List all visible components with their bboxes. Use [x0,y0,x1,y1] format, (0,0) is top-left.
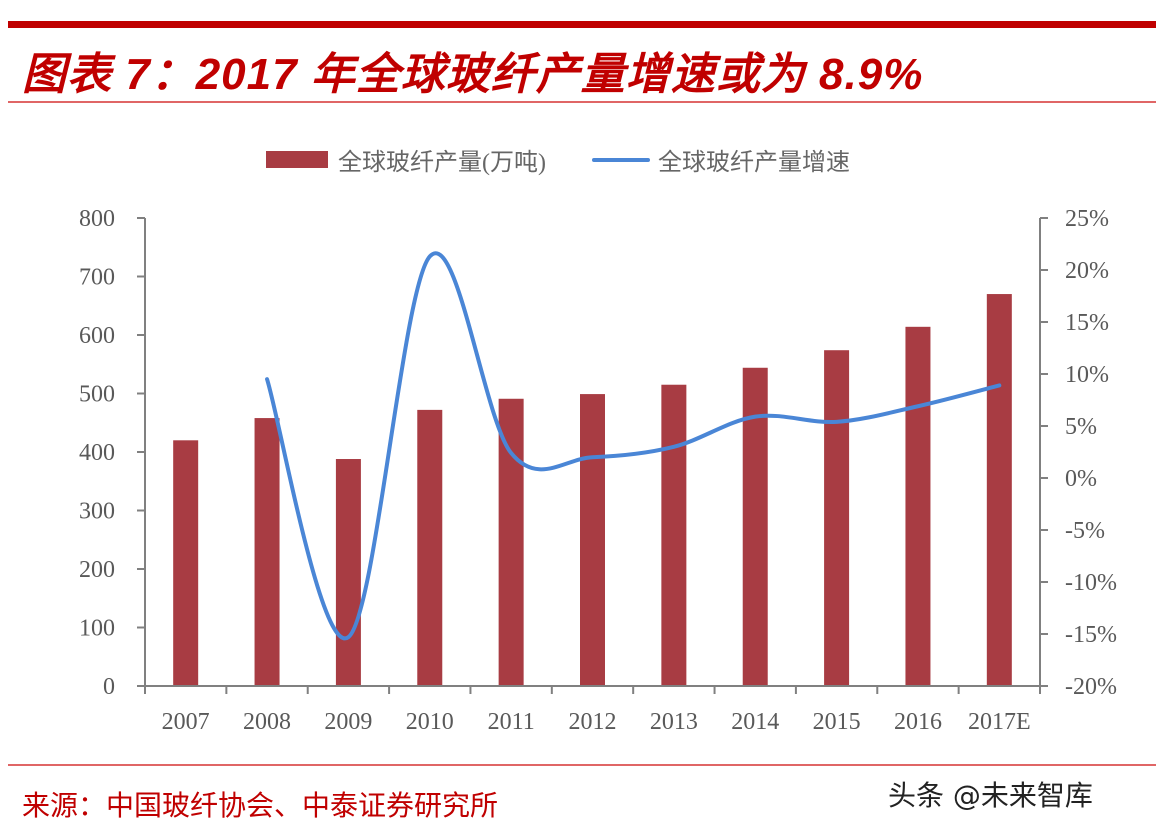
left-tick-label: 300 [79,499,115,525]
x-tick-label: 2010 [406,709,454,735]
bar [173,440,199,686]
bar [417,409,443,686]
x-tick-label: 2015 [813,709,861,735]
right-tick-label: -15% [1065,622,1117,648]
chart-plot: 0 100 200 300 400 500 600 700 800 -20% -15% -10% -5%… [79,206,1117,735]
source-note: 来源：中国玻纤协会、中泰证券研究所 [22,789,499,822]
legend-line-label: 全球玻纤产量增速 [657,150,850,176]
right-tick-label: -20% [1065,674,1117,700]
x-tick-label: 2009 [324,709,372,735]
x-tick-label: 2008 [243,709,291,735]
bar [661,384,687,686]
right-tick-label: 25% [1065,206,1109,232]
left-tick-label: 200 [79,557,115,583]
x-tick-label: 2017E [968,709,1031,735]
right-tick-label: 5% [1065,414,1097,440]
right-tick-label: 20% [1065,258,1109,284]
x-tick-label: 2011 [488,709,535,735]
growth-line [265,251,1002,641]
right-tick-label: -5% [1065,518,1105,544]
left-tick-label: 100 [79,616,115,642]
x-tick-label: 2012 [569,709,617,735]
bar [986,294,1012,686]
left-tick-label: 600 [79,323,115,349]
right-tick-label: 0% [1065,466,1097,492]
left-tick-label: 0 [103,674,115,700]
bar [905,326,931,686]
footer-divider [8,764,1156,766]
legend-line-swatch-icon [591,157,650,162]
right-tick-label: -10% [1065,570,1117,596]
top-rule [8,21,1156,28]
left-tick-label: 500 [79,382,115,408]
bar [254,418,280,686]
left-tick-label: 800 [79,206,115,232]
bar [335,459,361,686]
bar [742,367,768,686]
x-tick-label: 2014 [731,709,779,735]
chart-title: 图表 7：2017 年全球玻纤产量增速或为 8.9% [22,50,924,99]
watermark: 头条 @未来智库 [888,779,1093,812]
right-tick-label: 15% [1065,310,1109,336]
title-divider [8,101,1156,103]
legend: 全球玻纤产量(万吨) 全球玻纤产量增速 [266,142,850,177]
bar [580,394,605,686]
left-tick-label: 700 [79,265,115,291]
x-tick-label: 2007 [162,709,210,735]
left-tick-label: 400 [79,440,115,466]
bar [498,398,524,686]
x-tick-label: 2013 [650,709,698,735]
bar [824,350,850,686]
legend-bar-label: 全球玻纤产量(万吨) [338,150,546,176]
legend-bar-swatch-icon [266,151,328,168]
right-tick-label: 10% [1065,362,1109,388]
x-tick-label: 2016 [894,709,942,735]
